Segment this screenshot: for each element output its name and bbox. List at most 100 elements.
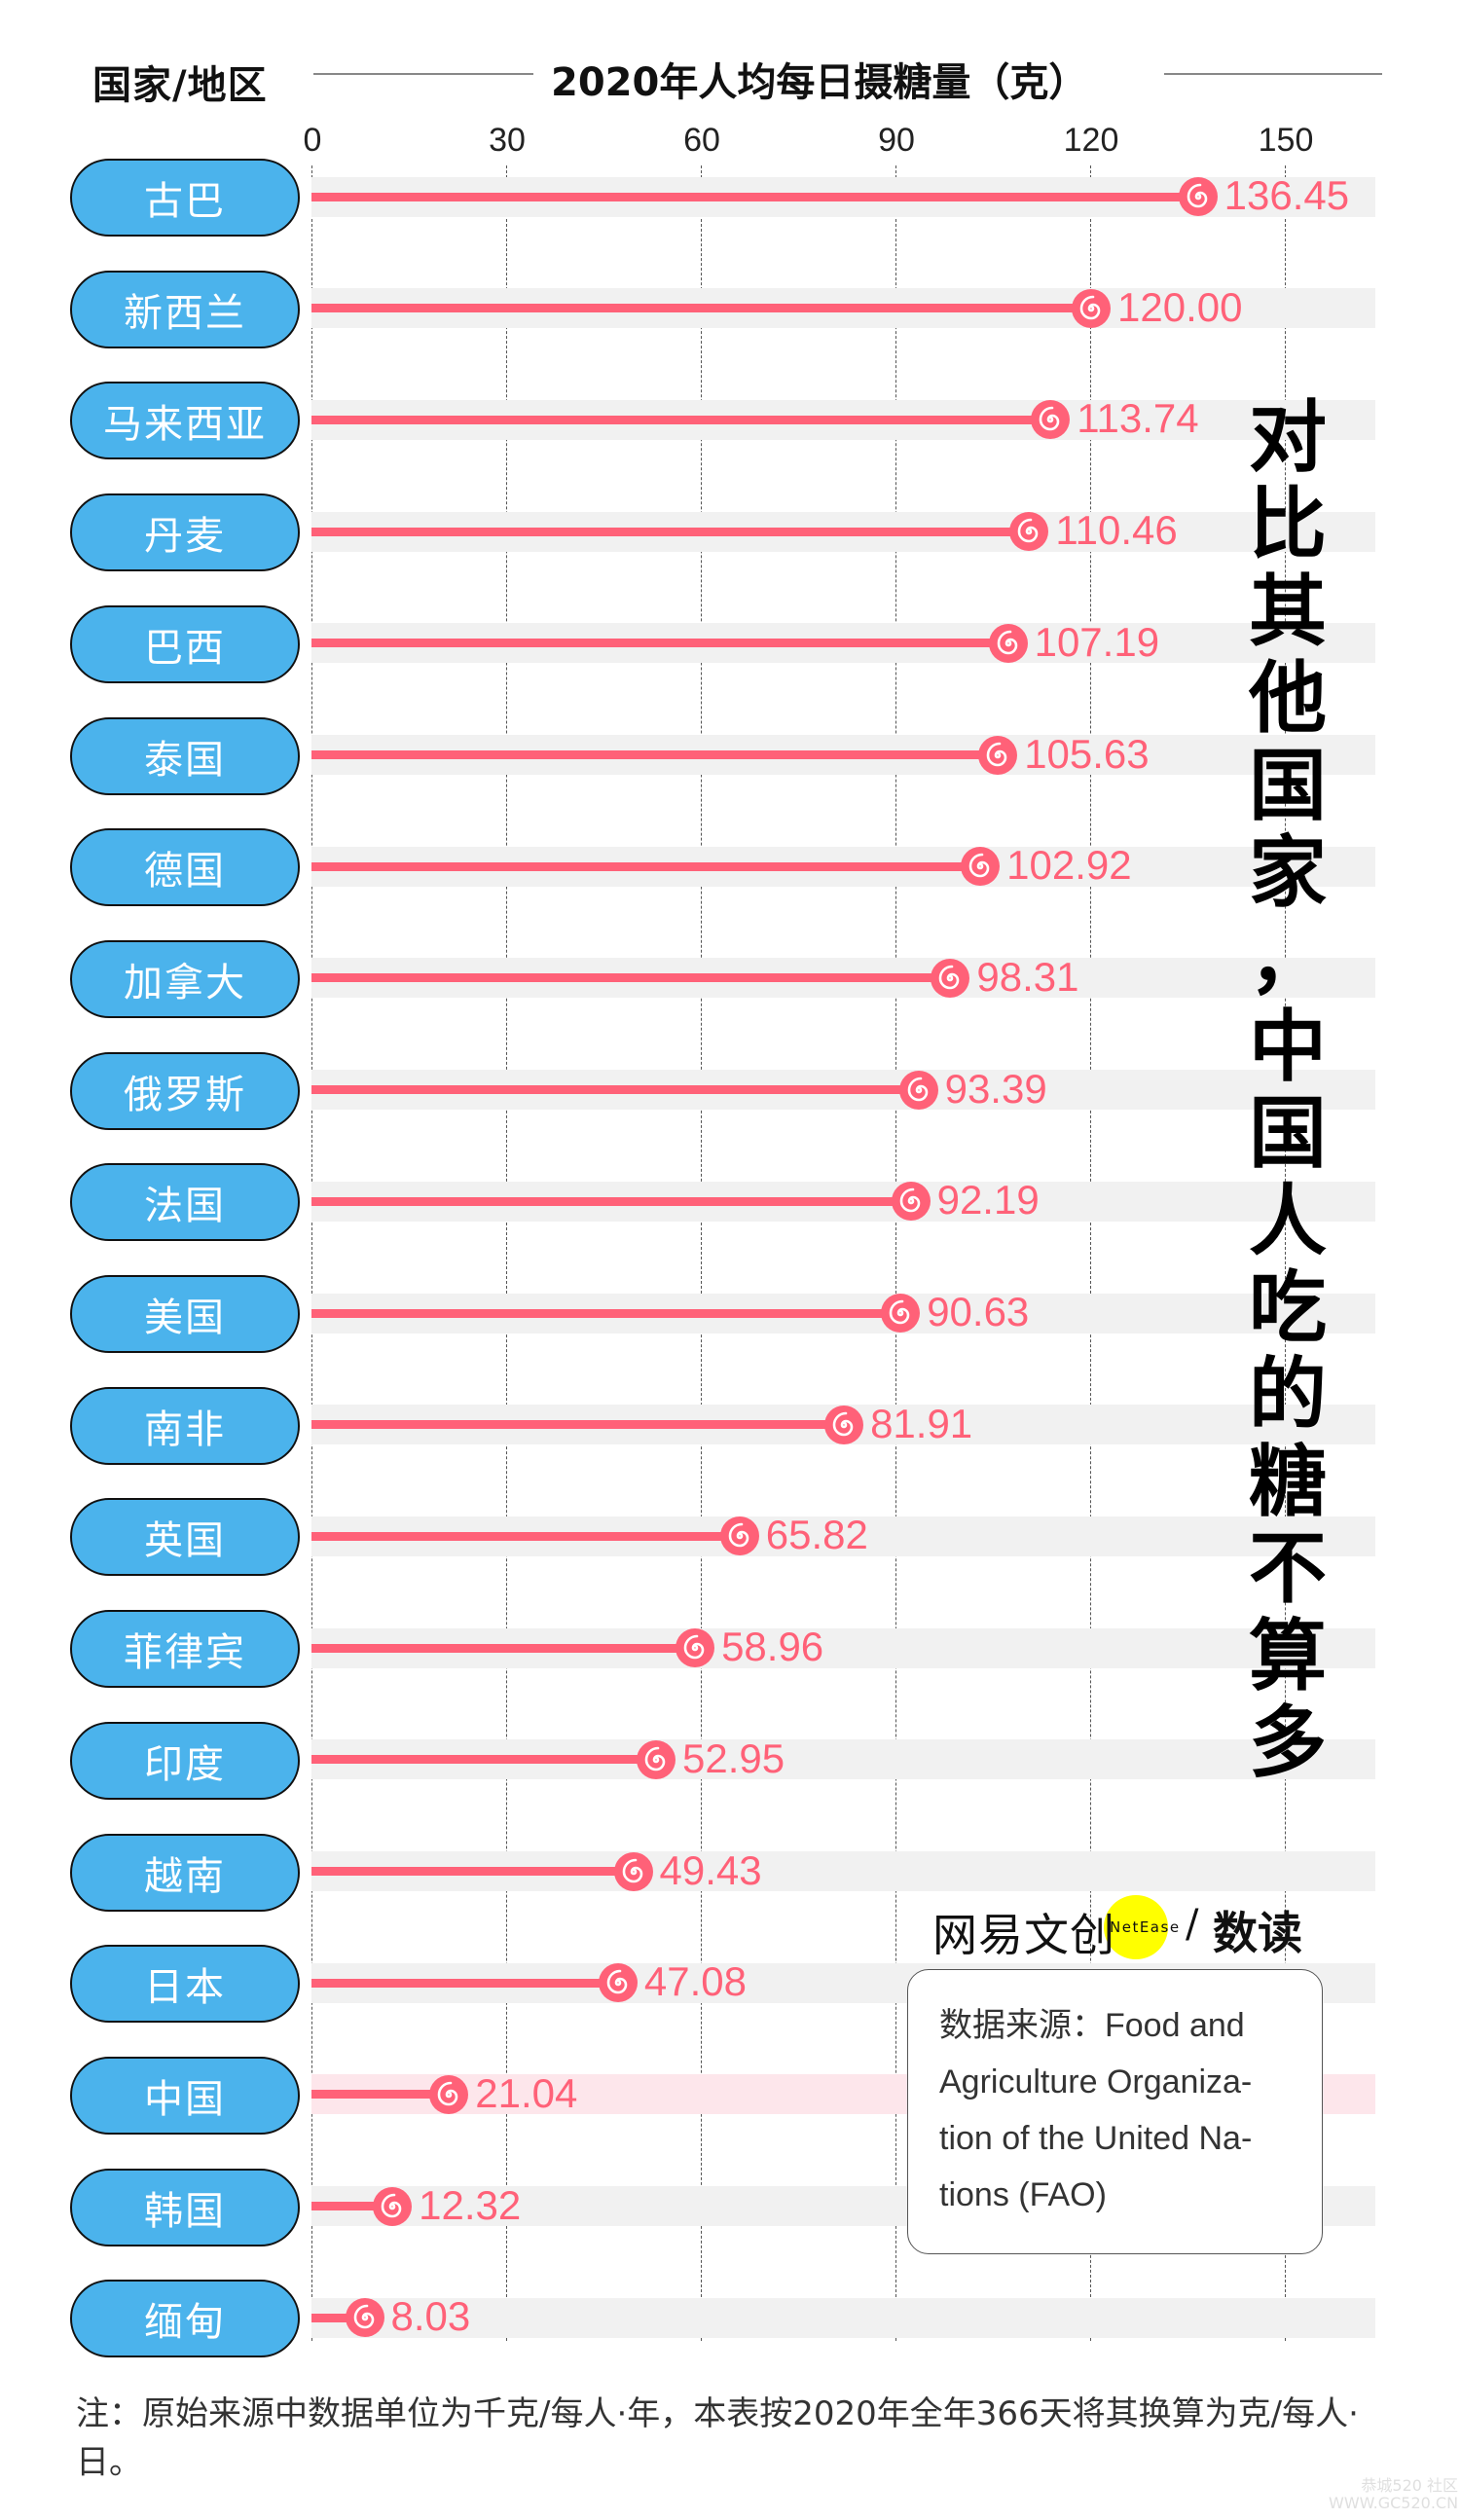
country-label: 美国 [70,1275,300,1353]
gridline [506,165,507,2341]
country-label: 马来西亚 [70,382,300,460]
x-tick-label: 30 [489,122,526,159]
x-tick-label: 60 [683,122,720,159]
bar-stick [311,1420,845,1430]
country-label: 古巴 [70,159,300,237]
headline-char: 家 [1249,827,1327,919]
value-label: 81.91 [870,1400,973,1446]
bar-stick [311,639,1008,648]
headline-char: 国 [1249,1088,1327,1180]
lollipop-icon [1072,288,1111,328]
value-label: 113.74 [1077,395,1199,442]
lollipop-icon [429,2074,469,2114]
watermark: 恭城520 社区 WWW.GC520.CN [1329,2477,1458,2512]
header-rule-right [1164,73,1382,75]
headline-char: 中 [1249,1001,1327,1092]
x-tick-label: 90 [878,122,915,159]
value-label: 21.04 [475,2069,578,2116]
headline-char: 多 [1249,1698,1327,1789]
value-label: 105.63 [1024,730,1150,777]
country-label: 加拿大 [70,939,300,1018]
row-axis-label: 国家/地区 [92,63,268,108]
lollipop-icon [1178,177,1218,216]
header-rule-left [313,73,533,75]
gridline [701,165,702,2341]
value-label: 110.46 [1055,507,1178,554]
bar-stick [311,1531,740,1541]
track [311,2297,1375,2338]
country-label: 韩国 [70,2168,300,2246]
headline-char: ， [1249,914,1327,1005]
country-label: 法国 [70,1163,300,1242]
country-label: 缅甸 [70,2280,300,2358]
lollipop-icon [1031,400,1071,440]
bar-stick [311,1085,919,1095]
logo-slash: / [1186,1902,1199,1947]
bar-stick [311,973,951,983]
value-label: 8.03 [390,2293,471,2340]
value-label: 102.92 [1006,842,1132,889]
source-text: 数据来源：Food and Agriculture Organiza-tion … [939,2007,1253,2213]
country-label: 泰国 [70,716,300,795]
lollipop-icon [824,1405,864,1444]
lollipop-icon [637,1739,676,1779]
country-label: 丹麦 [70,493,300,572]
country-label: 新西兰 [70,270,300,348]
headline-char: 算 [1249,1610,1327,1701]
headline-char: 比 [1249,479,1327,570]
value-label: 107.19 [1034,618,1160,665]
lollipop-icon [345,2298,384,2338]
headline-char: 不 [1249,1523,1327,1615]
gridline [1090,165,1091,2341]
value-label: 92.19 [936,1177,1040,1223]
value-label: 47.08 [643,1958,747,2005]
gridline [895,165,896,2341]
bar-stick [311,1978,618,1988]
lollipop-icon [719,1516,759,1556]
country-label: 南非 [70,1386,300,1465]
value-label: 65.82 [765,1512,868,1558]
bar-stick [311,861,981,871]
x-tick-label: 120 [1063,122,1119,159]
country-label: 日本 [70,1945,300,2024]
bar-stick [311,1308,901,1318]
country-label: 巴西 [70,604,300,683]
country-label: 菲律宾 [70,1610,300,1689]
bar-stick [311,2090,450,2100]
logo-section: 数读 [1213,1907,1302,1959]
value-label: 52.95 [682,1735,785,1781]
lollipop-icon [373,2186,413,2226]
chart-title: 2020年人均每日摄糖量（克） [551,60,1088,105]
lollipop-icon [931,958,970,998]
value-label: 98.31 [976,953,1079,1000]
logo-netease: NetEase [1110,1918,1181,1936]
country-label: 俄罗斯 [70,1051,300,1130]
headline-char: 吃 [1249,1262,1327,1354]
lollipop-icon [978,735,1018,775]
source-box: 数据来源：Food and Agriculture Organiza-tion … [907,1969,1323,2254]
headline-char: 人 [1249,1175,1327,1266]
bar-stick [311,2313,365,2322]
watermark-line1: 恭城520 社区 [1361,2476,1459,2495]
lollipop-icon [613,1851,653,1891]
headline-char: 糖 [1249,1436,1327,1527]
netease-logo-dot [1104,1895,1168,1959]
bar-stick [311,2202,393,2211]
value-label: 49.43 [659,1846,762,1893]
country-label: 中国 [70,2056,300,2135]
x-tick-label: 0 [303,122,322,159]
headline-char: 对 [1249,392,1327,483]
gridline [311,165,312,2341]
value-label: 90.63 [927,1289,1030,1334]
value-label: 93.39 [944,1065,1047,1112]
lollipop-icon [1009,512,1049,552]
lollipop-icon [598,1963,638,2003]
headline-char: 他 [1249,653,1327,745]
lollipop-icon [676,1628,715,1668]
lollipop-icon [898,1070,938,1110]
bar-stick [311,192,1198,201]
headline-char: 的 [1249,1349,1327,1441]
bar-stick [311,1755,656,1765]
value-label: 12.32 [419,2181,522,2228]
value-label: 136.45 [1224,172,1350,218]
